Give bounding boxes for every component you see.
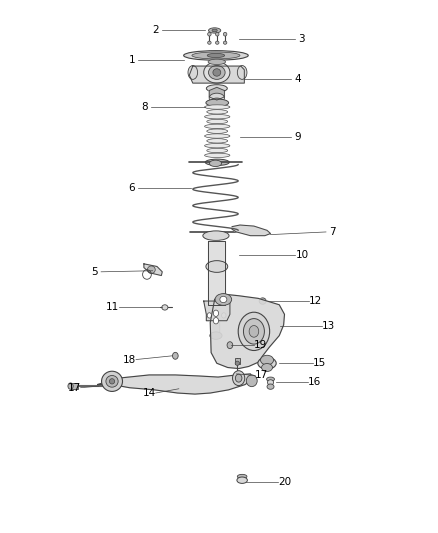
Ellipse shape [188, 66, 198, 79]
Ellipse shape [223, 33, 227, 36]
Ellipse shape [162, 305, 168, 310]
Ellipse shape [192, 52, 240, 59]
Ellipse shape [259, 298, 266, 304]
Ellipse shape [267, 384, 274, 389]
Ellipse shape [258, 358, 276, 369]
Ellipse shape [209, 93, 224, 103]
Ellipse shape [205, 153, 230, 158]
Ellipse shape [215, 294, 232, 305]
Ellipse shape [223, 41, 227, 44]
Ellipse shape [207, 148, 228, 152]
Ellipse shape [206, 99, 229, 107]
Text: 4: 4 [294, 75, 301, 84]
Text: 12: 12 [308, 296, 321, 306]
Ellipse shape [205, 159, 229, 165]
Ellipse shape [207, 313, 212, 318]
Ellipse shape [238, 312, 270, 351]
Ellipse shape [213, 310, 219, 317]
Ellipse shape [204, 62, 230, 83]
Ellipse shape [205, 124, 230, 128]
Text: 11: 11 [106, 302, 119, 312]
Ellipse shape [227, 342, 233, 349]
Polygon shape [98, 374, 253, 394]
Ellipse shape [244, 319, 265, 344]
Ellipse shape [207, 110, 228, 114]
Text: 7: 7 [329, 227, 336, 237]
Ellipse shape [208, 41, 211, 44]
FancyBboxPatch shape [71, 383, 78, 389]
Ellipse shape [184, 51, 248, 60]
Ellipse shape [209, 160, 222, 166]
Ellipse shape [207, 139, 228, 143]
Ellipse shape [208, 66, 225, 79]
Text: 3: 3 [299, 34, 305, 44]
Ellipse shape [215, 33, 219, 36]
Ellipse shape [173, 352, 178, 359]
Ellipse shape [222, 313, 226, 318]
Ellipse shape [207, 119, 228, 124]
Text: 1: 1 [128, 55, 135, 65]
Text: 17: 17 [255, 370, 268, 381]
Ellipse shape [246, 375, 257, 386]
Ellipse shape [208, 59, 226, 64]
Ellipse shape [205, 134, 230, 138]
Ellipse shape [207, 53, 225, 58]
Text: 16: 16 [307, 377, 321, 387]
Text: 15: 15 [313, 358, 326, 368]
Polygon shape [144, 264, 162, 276]
Text: 5: 5 [91, 267, 98, 277]
Polygon shape [209, 87, 224, 100]
Ellipse shape [68, 383, 73, 389]
Ellipse shape [215, 41, 219, 44]
Ellipse shape [213, 318, 219, 324]
Text: 10: 10 [295, 250, 308, 260]
Text: 2: 2 [152, 25, 159, 35]
Ellipse shape [237, 66, 247, 79]
Text: 14: 14 [142, 388, 156, 398]
Ellipse shape [211, 98, 223, 104]
Polygon shape [210, 294, 285, 368]
Ellipse shape [110, 378, 115, 384]
Text: 17: 17 [67, 383, 81, 393]
Ellipse shape [220, 296, 227, 303]
Ellipse shape [148, 266, 155, 273]
Ellipse shape [267, 377, 275, 381]
Ellipse shape [261, 356, 274, 365]
Ellipse shape [213, 69, 221, 76]
Ellipse shape [208, 33, 211, 36]
Ellipse shape [268, 379, 274, 385]
Ellipse shape [205, 115, 230, 119]
Ellipse shape [206, 85, 227, 92]
Ellipse shape [102, 371, 123, 391]
Ellipse shape [106, 375, 118, 387]
Ellipse shape [205, 105, 230, 109]
Ellipse shape [261, 364, 272, 372]
Polygon shape [189, 66, 244, 83]
Polygon shape [208, 241, 225, 305]
Ellipse shape [235, 361, 240, 366]
Ellipse shape [237, 474, 247, 479]
Ellipse shape [205, 143, 230, 148]
FancyBboxPatch shape [213, 233, 219, 337]
Text: 13: 13 [321, 321, 335, 331]
Polygon shape [232, 225, 271, 236]
Ellipse shape [210, 332, 222, 340]
Text: 20: 20 [278, 477, 291, 487]
Text: 19: 19 [254, 340, 267, 350]
Text: 9: 9 [294, 132, 301, 142]
Ellipse shape [208, 28, 221, 33]
Polygon shape [204, 301, 230, 321]
Ellipse shape [212, 29, 217, 32]
Ellipse shape [235, 374, 242, 382]
Ellipse shape [203, 231, 229, 240]
Ellipse shape [237, 477, 247, 483]
FancyBboxPatch shape [235, 359, 240, 364]
Text: 6: 6 [128, 183, 135, 193]
Ellipse shape [206, 261, 228, 272]
Text: 18: 18 [123, 354, 136, 365]
Ellipse shape [249, 326, 259, 337]
Ellipse shape [207, 129, 228, 133]
Ellipse shape [233, 370, 245, 385]
Text: 8: 8 [141, 102, 148, 112]
